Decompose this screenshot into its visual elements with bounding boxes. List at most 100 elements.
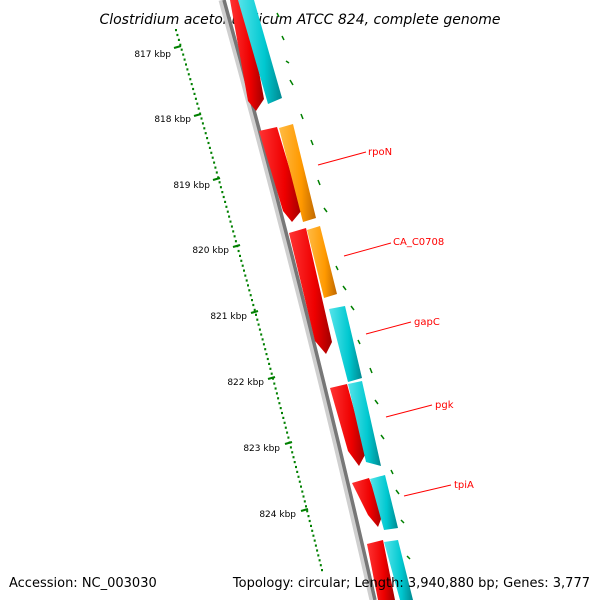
gene-label-ca-c0708[interactable]: CA_C0708 (393, 237, 444, 248)
scale-dot (279, 407, 282, 410)
gene-feature[interactable] (352, 478, 383, 527)
scale-dot (248, 289, 251, 292)
gene-feature[interactable] (370, 475, 398, 530)
gene-labels: rpoN CA_C0708 gapC pgk tpiA (317, 147, 474, 497)
scale-dot (183, 58, 186, 61)
gene-label-gapc[interactable]: gapC (414, 317, 440, 328)
scale-dot (247, 284, 249, 287)
scale-label: 824 kbp (259, 510, 296, 520)
scale-label: 817 kbp (134, 50, 171, 60)
gene-label-tpia[interactable]: tpiA (454, 480, 474, 491)
scale-dot (207, 141, 210, 145)
scale-dot (215, 171, 218, 174)
scale-dot (287, 436, 290, 439)
scale-dot (193, 92, 196, 95)
scale-dot (240, 259, 243, 262)
scale-dot (266, 357, 269, 361)
scale-dot (321, 569, 323, 572)
gene-feature[interactable] (307, 226, 337, 298)
scale-dot (281, 411, 283, 415)
scale-dot (214, 166, 217, 169)
scale-dot (310, 524, 312, 527)
genome-summary-text: Topology: circular; Length: 3,940,880 bp… (232, 576, 590, 591)
scale-dot (176, 33, 179, 37)
scale-dot (192, 87, 195, 91)
scale-dot (261, 338, 264, 341)
gene-label-pgk[interactable]: pgk (435, 400, 454, 411)
gene-feature[interactable] (330, 384, 366, 466)
scale-dot (221, 191, 224, 194)
scale-label: 821 kbp (210, 312, 247, 322)
scale-dot (232, 230, 235, 233)
scale-dot (302, 495, 305, 498)
scale-dot (230, 225, 233, 228)
scale-dot (245, 279, 248, 282)
scale-dot (257, 323, 260, 326)
gene-feature[interactable] (279, 124, 316, 222)
scale-dot (234, 240, 237, 243)
scale-dot (274, 387, 277, 390)
scale-dot (297, 475, 300, 478)
gene-feature[interactable] (230, 0, 264, 111)
scale-dot (206, 137, 209, 140)
scale-dot (314, 544, 317, 547)
scale-dot (243, 269, 245, 272)
scale-dot (286, 431, 289, 434)
scale-dot (306, 510, 309, 513)
gene-feature[interactable] (329, 306, 362, 382)
scale-dot (229, 220, 232, 223)
scale-dot (292, 456, 295, 459)
scale-dot (256, 318, 259, 321)
scale-dot (253, 308, 256, 311)
scale-dot (233, 235, 236, 238)
scale-dot (293, 461, 296, 464)
strand-red (230, 0, 395, 600)
gene-feature[interactable] (259, 127, 302, 222)
scale-dot (260, 333, 263, 336)
scale-dot (218, 181, 221, 184)
scale-dot (319, 564, 322, 567)
scale-dot (201, 122, 204, 125)
scale-dot (197, 107, 200, 110)
scale-dot (307, 515, 310, 518)
gene-feature[interactable] (348, 381, 381, 466)
genome-backbone (218, 0, 377, 600)
gene-feature[interactable] (289, 228, 332, 354)
scale-label: 823 kbp (243, 444, 280, 454)
scale-dot (196, 102, 199, 105)
scale-dot (313, 539, 316, 542)
scale-dot (180, 48, 183, 51)
scale-dot (175, 29, 177, 32)
scale-dot (189, 78, 192, 81)
scale-dot (318, 559, 321, 562)
feature-markers (276, 12, 411, 560)
gene-label-rpon[interactable]: rpoN (368, 147, 392, 158)
scale-dot (277, 397, 280, 400)
scale-dot (273, 382, 276, 385)
scale-dot (239, 254, 241, 257)
gene-feature[interactable] (238, 0, 282, 104)
scale-dot (222, 195, 225, 199)
scale-dot (265, 353, 268, 356)
scale-dot (311, 529, 314, 532)
scale-dot (194, 97, 197, 100)
strand-colored (238, 0, 413, 600)
scale-dot (275, 392, 278, 395)
scale-label: 818 kbp (154, 115, 191, 125)
scale-dot (237, 249, 240, 253)
scale-dot (249, 294, 252, 297)
gene-feature[interactable] (384, 540, 413, 600)
scale-dot (300, 485, 302, 488)
scale-dot (284, 426, 287, 429)
scale-dot (177, 38, 180, 41)
scale-dot (187, 73, 190, 76)
scale-dot (298, 480, 301, 483)
scale-label: 822 kbp (227, 378, 264, 388)
scale-dot (269, 367, 272, 370)
scale-dot (255, 313, 257, 316)
scale-dot (258, 328, 261, 331)
gene-feature[interactable] (367, 540, 395, 600)
scale-dot (211, 156, 214, 159)
scale-dot (264, 348, 267, 351)
scale-dot (296, 470, 299, 473)
